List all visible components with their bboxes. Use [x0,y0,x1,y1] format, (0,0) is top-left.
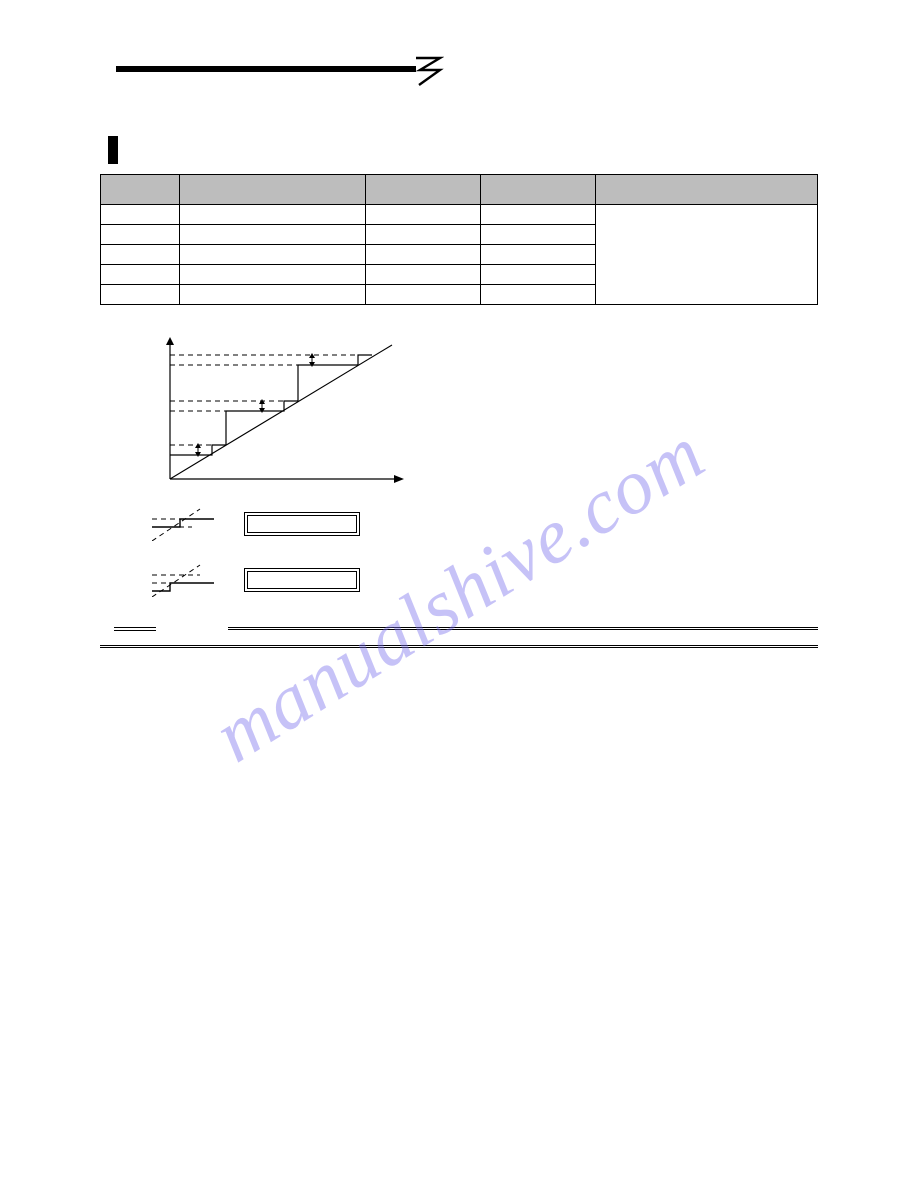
cell [480,285,595,305]
rising-step-low-icon [152,563,214,597]
rising-step-high-icon [152,507,214,541]
section-marker [100,136,818,164]
double-rule-short [114,627,156,631]
cell [366,265,481,285]
legend-badge [244,512,360,536]
cell [480,265,595,285]
col-header [179,175,365,205]
cell [366,225,481,245]
col-header [480,175,595,205]
cell [179,285,365,305]
cell [179,245,365,265]
vertical-bar-icon [108,136,118,164]
col-header [101,175,180,205]
double-rule-split [100,627,818,631]
cell [366,285,481,305]
hysteresis-diagram [152,331,442,597]
cell [480,245,595,265]
cell [179,225,365,245]
cell [101,205,180,225]
header-z-glyph-icon [416,56,444,86]
table-row [101,175,818,205]
double-rule-full [100,645,818,648]
cell [366,245,481,265]
cell [101,225,180,245]
step-plot [152,331,412,491]
spec-table-body [101,205,818,305]
badge-inner [247,571,357,589]
cell [595,205,817,305]
diagram-legend [152,507,442,597]
double-rule-long [228,627,818,630]
legend-badge [244,568,360,592]
legend-item [152,507,442,541]
col-header [595,175,817,205]
cell [480,225,595,245]
col-header [366,175,481,205]
header-thick-bar [116,66,416,72]
spec-table [100,174,818,305]
table-row [101,205,818,225]
cell [179,205,365,225]
cell [179,265,365,285]
cell [366,205,481,225]
badge-inner [247,515,357,533]
cell [480,205,595,225]
page-header-rule [100,56,818,92]
cell [101,285,180,305]
cell [101,265,180,285]
page [0,0,918,1188]
spec-table-head [101,175,818,205]
cell [101,245,180,265]
legend-item [152,563,442,597]
